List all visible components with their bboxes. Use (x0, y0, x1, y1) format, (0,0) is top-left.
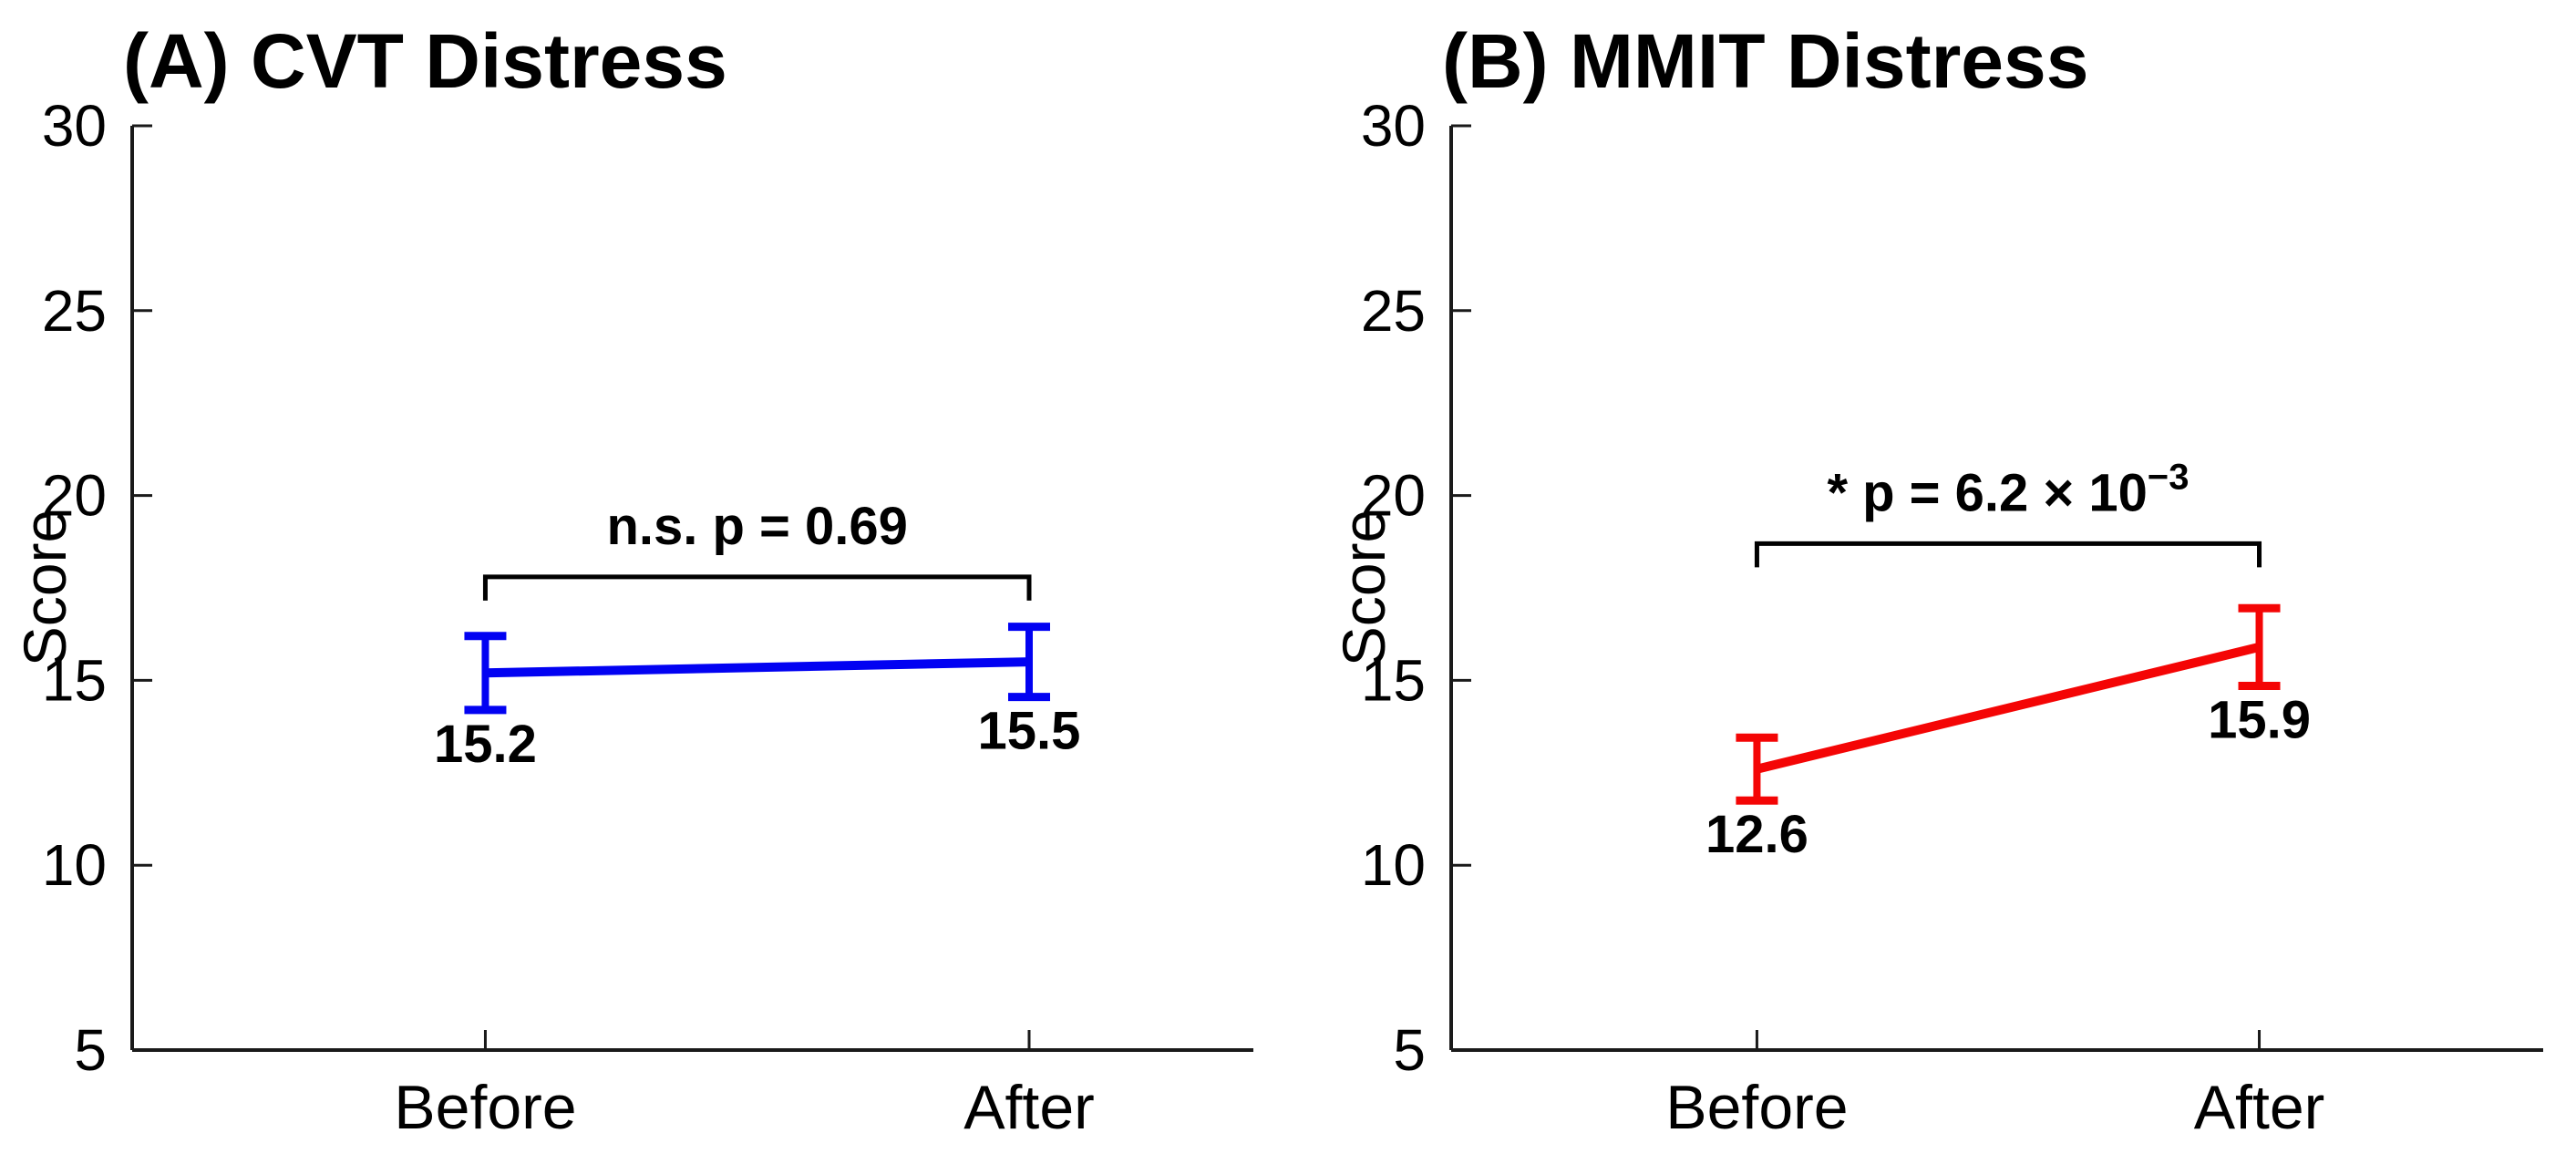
y-tick-label-15: 15 (1361, 647, 1426, 713)
y-tick-label-25: 25 (1361, 278, 1426, 344)
error-bar-before (464, 632, 507, 715)
error-bar-after (2238, 603, 2281, 690)
y-axis-label: Score (11, 510, 78, 666)
significance-bracket (482, 574, 1032, 601)
y-tick-label-10: 10 (42, 832, 107, 898)
significance-bracket (1754, 541, 2262, 568)
y-tick-label-20: 20 (42, 463, 107, 529)
y-tick-label-20: 20 (1361, 463, 1426, 529)
category-label-before: Before (1665, 1073, 1848, 1142)
y-tick-label-25: 25 (42, 278, 107, 344)
y-tick-label-10: 10 (1361, 832, 1426, 898)
data-label-after: 15.9 (2208, 690, 2311, 749)
error-bar-after (1008, 623, 1050, 702)
error-bar-before (1736, 733, 1778, 805)
series-line (1756, 643, 2261, 774)
data-label-before: 12.6 (1705, 805, 1808, 864)
category-label-after: After (2194, 1073, 2325, 1142)
panel-title: (B) MMIT Distress (1442, 18, 2088, 104)
y-tick-label-30: 30 (1361, 93, 1426, 159)
y-tick-label-30: 30 (42, 93, 107, 159)
significance-label: * p = 6.2 × 10−3 (1827, 457, 2189, 522)
category-label-after: After (963, 1073, 1095, 1142)
panel-b: (B) MMIT Distress 5 10 15 20 25 30 Before After S… (1330, 18, 2543, 1142)
data-label-before: 15.2 (434, 715, 537, 774)
panel-a: (A) CVT Distress 5 10 15 20 25 30 Before After Sc… (11, 18, 1253, 1142)
y-tick-label-5: 5 (74, 1017, 107, 1083)
y-axis-label: Score (1330, 510, 1397, 666)
y-tick-label-15: 15 (42, 647, 107, 713)
y-tick-label-5: 5 (1393, 1017, 1426, 1083)
category-label-before: Before (394, 1073, 576, 1142)
series-line (485, 657, 1030, 678)
data-label-after: 15.5 (978, 702, 1081, 761)
significance-label: n.s. p = 0.69 (606, 497, 907, 556)
panel-title: (A) CVT Distress (123, 18, 727, 104)
